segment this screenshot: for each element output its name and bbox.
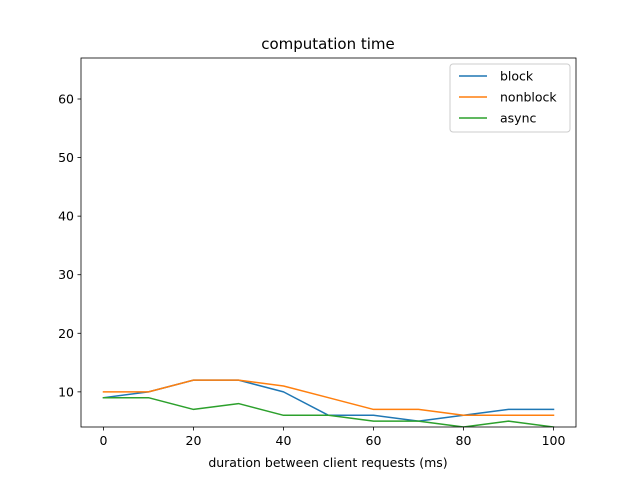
x-axis-label: duration between client requests (ms) [208, 455, 447, 470]
y-tick-label-20: 20 [58, 326, 74, 341]
legend-label-async: async [500, 111, 536, 126]
x-tick-label-40: 40 [276, 433, 292, 448]
x-tick-label-60: 60 [366, 433, 382, 448]
axes-frame [80, 57, 577, 428]
x-tick-label-0: 0 [100, 433, 108, 448]
plot-area: 0 20 40 60 80 100 10 20 30 40 50 60 block nonblock asy… [58, 57, 577, 448]
series-line-nonblock [102, 379, 555, 417]
y-tick-label-40: 40 [58, 209, 74, 224]
series-line-async [102, 396, 555, 427]
legend-box [449, 63, 571, 133]
x-tick-label-20: 20 [186, 433, 202, 448]
legend-label-nonblock: nonblock [500, 90, 557, 105]
chart-title: computation time [261, 35, 395, 53]
legend-label-block: block [500, 69, 534, 84]
y-tick-label-50: 50 [58, 150, 74, 165]
y-tick-label-30: 30 [58, 267, 74, 282]
x-tick-label-100: 100 [542, 433, 566, 448]
y-tick-label-10: 10 [58, 384, 74, 399]
x-tick-label-80: 80 [456, 433, 472, 448]
y-tick-label-60: 60 [58, 92, 74, 107]
